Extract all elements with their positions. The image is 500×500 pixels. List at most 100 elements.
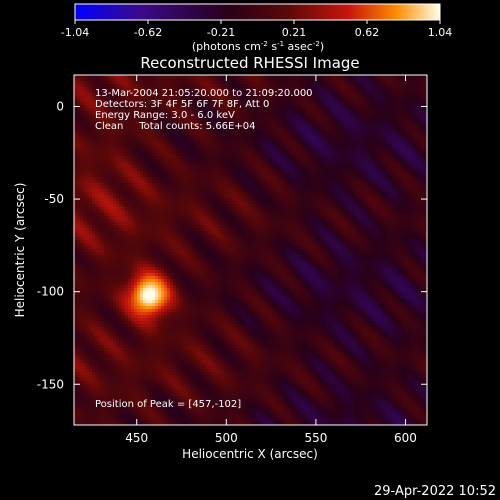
heatmap-cell [167, 75, 171, 79]
heatmap-cell [206, 93, 210, 97]
heatmap-cell [224, 81, 228, 85]
heatmap-cell [143, 132, 147, 136]
heatmap-cell [215, 156, 219, 160]
heatmap-cell [281, 111, 285, 115]
heatmap-cell [221, 141, 225, 145]
heatmap-cell [230, 111, 234, 115]
heatmap-cell [422, 78, 426, 82]
heatmap-cell [425, 126, 427, 130]
heatmap-cell [422, 186, 426, 190]
heatmap-cell [287, 174, 291, 178]
heatmap-cell [281, 96, 285, 100]
heatmap-cell [404, 93, 408, 97]
heatmap-cell [236, 195, 240, 199]
heatmap-cell [329, 198, 333, 202]
heatmap-cell [302, 111, 306, 115]
heatmap-cell [197, 141, 201, 145]
heatmap-cell [248, 156, 252, 160]
heatmap-cell [158, 111, 162, 115]
heatmap-cell [179, 105, 183, 109]
heatmap-cell [332, 102, 336, 106]
heatmap-cell [140, 201, 144, 205]
heatmap-cell [251, 102, 255, 106]
heatmap-cell [419, 150, 423, 154]
heatmap-cell [143, 117, 147, 121]
heatmap-cell [224, 144, 228, 148]
heatmap-cell [185, 174, 189, 178]
heatmap-cell [335, 108, 339, 112]
heatmap-cell [173, 105, 177, 109]
heatmap-cell [131, 81, 135, 85]
heatmap-cell [164, 108, 168, 112]
heatmap-cell [83, 87, 87, 91]
heatmap-cell [95, 192, 99, 196]
heatmap-cell [383, 192, 387, 196]
heatmap-cell [155, 81, 159, 85]
heatmap-cell [149, 93, 153, 97]
heatmap-cell [362, 129, 366, 133]
heatmap-cell [224, 78, 228, 82]
heatmap-cell [347, 111, 351, 115]
heatmap-cell [239, 189, 243, 193]
heatmap-cell [239, 135, 243, 139]
heatmap-cell [254, 144, 258, 148]
heatmap-cell [257, 87, 261, 91]
heatmap-cell [128, 99, 132, 103]
heatmap-cell [383, 150, 387, 154]
heatmap-cell [197, 156, 201, 160]
heatmap-cell [146, 78, 150, 82]
heatmap-cell [332, 165, 336, 169]
heatmap-cell [245, 108, 249, 112]
heatmap-cell [311, 138, 315, 142]
heatmap-cell [125, 129, 129, 133]
heatmap-cell [173, 108, 177, 112]
heatmap-cell [149, 90, 153, 94]
heatmap-cell [164, 186, 168, 190]
heatmap-cell [266, 81, 270, 85]
heatmap-cell [302, 81, 306, 85]
heatmap-cell [74, 138, 78, 142]
heatmap-cell [134, 180, 138, 184]
heatmap-cell [359, 111, 363, 115]
heatmap-cell [269, 195, 273, 199]
heatmap-cell [119, 105, 123, 109]
heatmap-cell [416, 186, 420, 190]
heatmap-cell [77, 96, 81, 100]
heatmap-cell [257, 117, 261, 121]
heatmap-cell [356, 105, 360, 109]
heatmap-cell [272, 75, 276, 79]
heatmap-cell [302, 147, 306, 151]
heatmap-cell [296, 117, 300, 121]
heatmap-cell [323, 81, 327, 85]
heatmap-cell [95, 102, 99, 106]
heatmap-cell [86, 165, 90, 169]
heatmap-cell [83, 189, 87, 193]
heatmap-cell [314, 153, 318, 157]
heatmap-cell [143, 84, 147, 88]
heatmap-cell [368, 198, 372, 202]
heatmap-cell [326, 192, 330, 196]
heatmap-cell [287, 99, 291, 103]
heatmap-cell [125, 165, 129, 169]
heatmap-cell [269, 198, 273, 202]
heatmap-cell [155, 90, 159, 94]
heatmap-cell [80, 126, 84, 130]
heatmap-cell [323, 114, 327, 118]
heatmap-cell [347, 117, 351, 121]
heatmap-cell [287, 168, 291, 172]
heatmap-cell [140, 165, 144, 169]
heatmap-cell [83, 126, 87, 130]
heatmap-cell [296, 168, 300, 172]
heatmap-cell [221, 195, 225, 199]
heatmap-cell [389, 114, 393, 118]
heatmap-cell [212, 87, 216, 91]
heatmap-cell [266, 108, 270, 112]
heatmap-cell [269, 138, 273, 142]
heatmap-cell [245, 198, 249, 202]
heatmap-cell [302, 90, 306, 94]
heatmap-cell [329, 123, 333, 127]
heatmap-cell [410, 117, 414, 121]
heatmap-cell [338, 126, 342, 130]
heatmap-cell [359, 96, 363, 100]
heatmap-cell [413, 171, 417, 175]
